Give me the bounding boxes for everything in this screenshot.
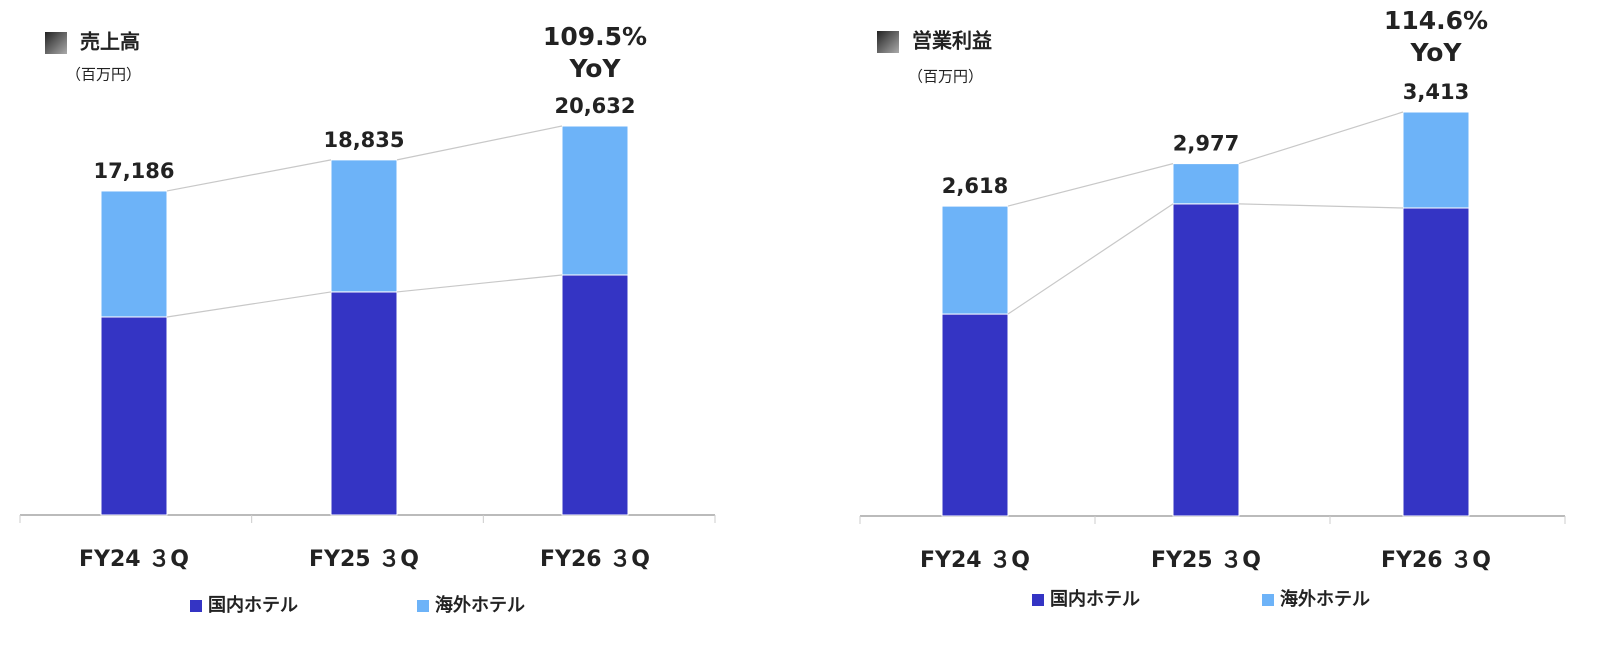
bar-segment bbox=[1402, 111, 1470, 209]
bar-segment bbox=[1172, 203, 1240, 517]
x-tick-label: FY25 ３Q bbox=[309, 547, 419, 572]
bar-segment bbox=[941, 205, 1009, 315]
bar-segment bbox=[330, 291, 398, 516]
bar-segment bbox=[561, 274, 629, 516]
legend-label: 海外ホテル bbox=[1280, 588, 1370, 610]
bar-segment bbox=[100, 190, 168, 318]
x-tick-label: FY24 ３Q bbox=[79, 547, 189, 572]
chart-title: 売上高 bbox=[80, 30, 140, 54]
total-label: 20,632 bbox=[554, 94, 635, 118]
legend-label: 国内ホテル bbox=[1050, 588, 1140, 610]
connector-line bbox=[1238, 111, 1404, 165]
x-tick-label: FY26 ３Q bbox=[540, 547, 650, 572]
yoy-label: YoY bbox=[1409, 38, 1462, 67]
bar-segment bbox=[1402, 207, 1470, 517]
yoy-value: 109.5% bbox=[543, 22, 647, 51]
total-label: 2,977 bbox=[1173, 132, 1239, 156]
legend-label: 国内ホテル bbox=[208, 594, 298, 616]
yoy-value: 114.6% bbox=[1384, 6, 1488, 35]
unit-label: （百万円） bbox=[66, 66, 141, 84]
legend-swatch bbox=[417, 600, 429, 612]
bar-segment bbox=[330, 159, 398, 293]
total-label: 2,618 bbox=[942, 174, 1008, 198]
x-tick-label: FY24 ３Q bbox=[920, 548, 1030, 573]
legend-swatch bbox=[190, 600, 202, 612]
title-icon bbox=[45, 32, 67, 54]
unit-label: （百万円） bbox=[908, 68, 983, 86]
legend-swatch bbox=[1032, 594, 1044, 606]
legend-label: 海外ホテル bbox=[435, 594, 525, 616]
connector-line bbox=[1007, 203, 1174, 315]
connector-line bbox=[1238, 203, 1404, 209]
total-label: 17,186 bbox=[93, 159, 174, 183]
legend-swatch bbox=[1262, 594, 1274, 606]
title-icon bbox=[877, 31, 899, 53]
chart-title: 営業利益 bbox=[912, 29, 992, 53]
x-tick-label: FY26 ３Q bbox=[1381, 548, 1491, 573]
connector-line bbox=[396, 274, 563, 293]
bar-segment bbox=[941, 313, 1009, 517]
bar-segment bbox=[561, 125, 629, 276]
total-label: 18,835 bbox=[323, 128, 404, 152]
total-label: 3,413 bbox=[1403, 80, 1469, 104]
connector-line bbox=[166, 291, 332, 318]
bar-segment bbox=[1172, 163, 1240, 205]
connector-line bbox=[396, 125, 563, 161]
bar-segment bbox=[100, 316, 168, 516]
connector-line bbox=[1007, 163, 1174, 207]
yoy-label: YoY bbox=[568, 54, 621, 83]
x-tick-label: FY25 ３Q bbox=[1151, 548, 1261, 573]
connector-line bbox=[166, 159, 332, 192]
